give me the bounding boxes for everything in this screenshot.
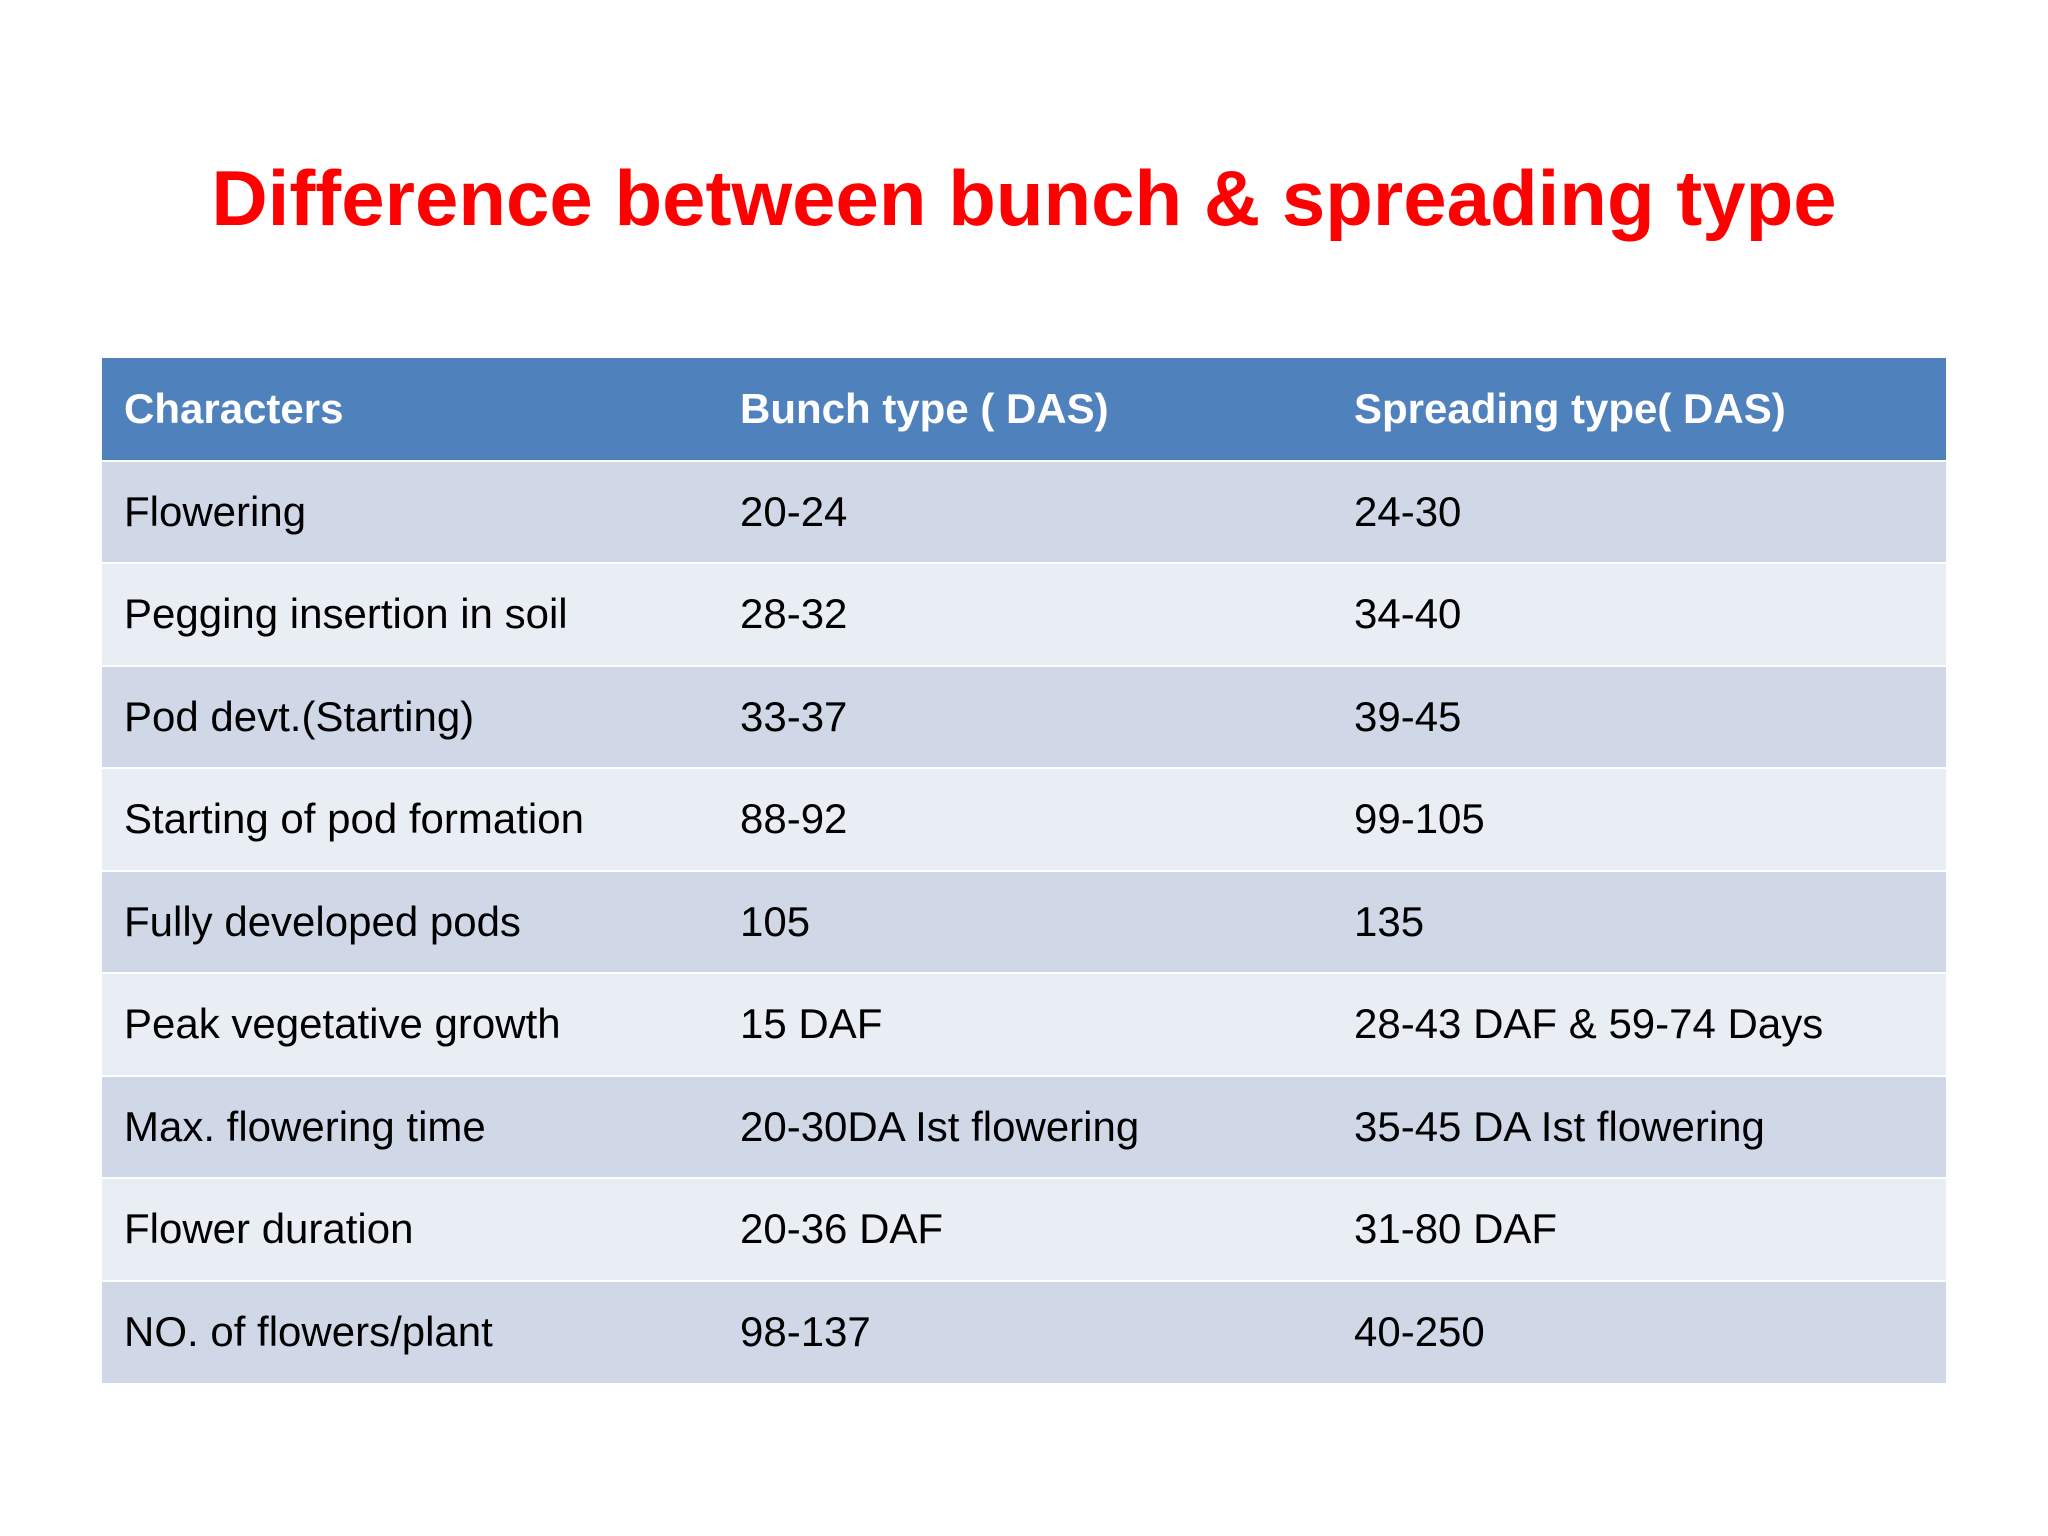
header-bunch-type: Bunch type ( DAS): [740, 384, 1109, 432]
cell-spreading-type: 39-45: [1332, 664, 1946, 768]
comparison-table: Characters Bunch type ( DAS) Spreading t…: [102, 358, 1946, 1383]
cell-character: Pod devt.(Starting): [102, 664, 718, 768]
cell-bunch-type: 20-30DA Ist flowering: [718, 1074, 1332, 1178]
table-row: Flower duration 20-36 DAF 31-80 DAF: [102, 1177, 1946, 1281]
table-header-row: Characters Bunch type ( DAS) Spreading t…: [102, 358, 1946, 461]
cell-character: Max. flowering time: [102, 1074, 718, 1178]
cell-character: Flowering: [102, 459, 718, 563]
cell-character: Flower duration: [102, 1177, 718, 1281]
cell-bunch-type: 88-92: [718, 767, 1332, 871]
header-characters: Characters: [124, 384, 344, 432]
table-row: Starting of pod formation 88-92 99-105: [102, 767, 1946, 871]
table-row: Peak vegetative growth 15 DAF 28-43 DAF …: [102, 972, 1946, 1076]
cell-spreading-type: 35-45 DA Ist flowering: [1332, 1074, 1946, 1178]
cell-character: Fully developed pods: [102, 869, 718, 973]
cell-bunch-type: 98-137: [718, 1279, 1332, 1383]
cell-bunch-type: 20-36 DAF: [718, 1177, 1332, 1281]
cell-spreading-type: 31-80 DAF: [1332, 1177, 1946, 1281]
cell-character: Pegging insertion in soil: [102, 562, 718, 666]
cell-character: Peak vegetative growth: [102, 972, 718, 1076]
cell-bunch-type: 20-24: [718, 459, 1332, 563]
table-row: Flowering 20-24 24-30: [102, 459, 1946, 563]
cell-spreading-type: 34-40: [1332, 562, 1946, 666]
cell-character: Starting of pod formation: [102, 767, 718, 871]
header-spreading-type: Spreading type( DAS): [1354, 384, 1786, 432]
cell-bunch-type: 15 DAF: [718, 972, 1332, 1076]
slide-title: Difference between bunch & spreading typ…: [211, 154, 1837, 242]
table-row: Fully developed pods 105 135: [102, 869, 1946, 973]
cell-spreading-type: 24-30: [1332, 459, 1946, 563]
table-row: NO. of flowers/plant 98-137 40-250: [102, 1279, 1946, 1383]
cell-bunch-type: 33-37: [718, 664, 1332, 768]
table-row: Max. flowering time 20-30DA Ist flowerin…: [102, 1074, 1946, 1178]
cell-spreading-type: 28-43 DAF & 59-74 Days: [1332, 972, 1946, 1076]
table-row: Pod devt.(Starting) 33-37 39-45: [102, 664, 1946, 768]
cell-character: NO. of flowers/plant: [102, 1279, 718, 1383]
cell-spreading-type: 40-250: [1332, 1279, 1946, 1383]
cell-spreading-type: 135: [1332, 869, 1946, 973]
cell-spreading-type: 99-105: [1332, 767, 1946, 871]
table-row: Pegging insertion in soil 28-32 34-40: [102, 562, 1946, 666]
cell-bunch-type: 28-32: [718, 562, 1332, 666]
cell-bunch-type: 105: [718, 869, 1332, 973]
